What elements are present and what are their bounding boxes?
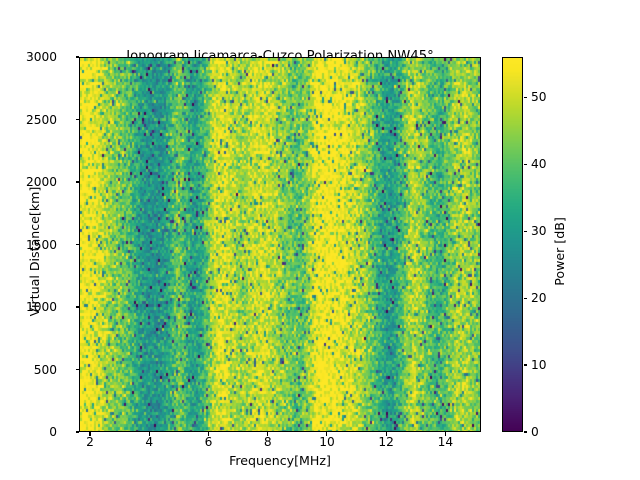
colorbar-tick-mark-3 — [523, 230, 527, 232]
colorbar-tick-label-4: 40 — [531, 157, 547, 172]
heatmap-axes — [79, 57, 481, 432]
x-tick-label-5: 12 — [378, 435, 394, 449]
ionogram-heatmap-canvas — [80, 58, 480, 431]
colorbar-label: Power [dB] — [552, 217, 567, 286]
y-tick-mark-2 — [75, 306, 79, 308]
y-tick-label-3: 1500 — [25, 237, 57, 252]
y-tick-label-1: 500 — [33, 362, 57, 377]
x-tick-mark-0 — [89, 432, 91, 436]
colorbar-tick-mark-2 — [523, 297, 527, 299]
colorbar-gradient — [503, 58, 522, 431]
colorbar-tick-label-5: 50 — [531, 90, 547, 105]
x-axis-label: Frequency[MHz] — [229, 453, 331, 468]
y-tick-mark-6 — [75, 56, 79, 58]
y-tick-mark-4 — [75, 181, 79, 183]
y-tick-mark-1 — [75, 368, 79, 371]
colorbar-tick-label-1: 10 — [531, 358, 547, 373]
y-tick-label-4: 2000 — [25, 175, 57, 189]
y-tick-mark-3 — [75, 243, 79, 246]
colorbar-tick-mark-0 — [523, 431, 527, 433]
x-tick-mark-1 — [148, 432, 150, 436]
colorbar-tick-label-0: 0 — [531, 425, 539, 439]
x-tick-label-3: 8 — [263, 435, 272, 449]
y-tick-label-2: 1000 — [25, 300, 57, 314]
x-tick-label-2: 6 — [204, 435, 213, 449]
colorbar-tick-mark-1 — [523, 364, 527, 366]
y-tick-label-5: 2500 — [25, 112, 57, 127]
colorbar-tick-mark-4 — [523, 163, 527, 165]
x-tick-mark-3 — [267, 432, 269, 436]
y-tick-label-0: 0 — [49, 425, 57, 439]
colorbar — [502, 57, 523, 432]
x-tick-mark-2 — [207, 432, 209, 436]
colorbar-tick-label-2: 20 — [531, 291, 547, 306]
y-tick-mark-0 — [75, 431, 79, 433]
x-tick-mark-4 — [326, 432, 328, 436]
x-tick-label-1: 4 — [145, 435, 154, 449]
y-tick-label-6: 3000 — [25, 50, 57, 64]
x-tick-mark-6 — [444, 432, 446, 436]
x-tick-label-0: 2 — [86, 435, 94, 449]
x-tick-label-6: 14 — [437, 435, 454, 449]
y-tick-mark-5 — [75, 118, 79, 121]
colorbar-tick-label-3: 30 — [531, 224, 547, 239]
colorbar-tick-mark-5 — [523, 96, 527, 98]
x-tick-label-4: 10 — [319, 435, 335, 449]
x-tick-mark-5 — [385, 432, 387, 436]
